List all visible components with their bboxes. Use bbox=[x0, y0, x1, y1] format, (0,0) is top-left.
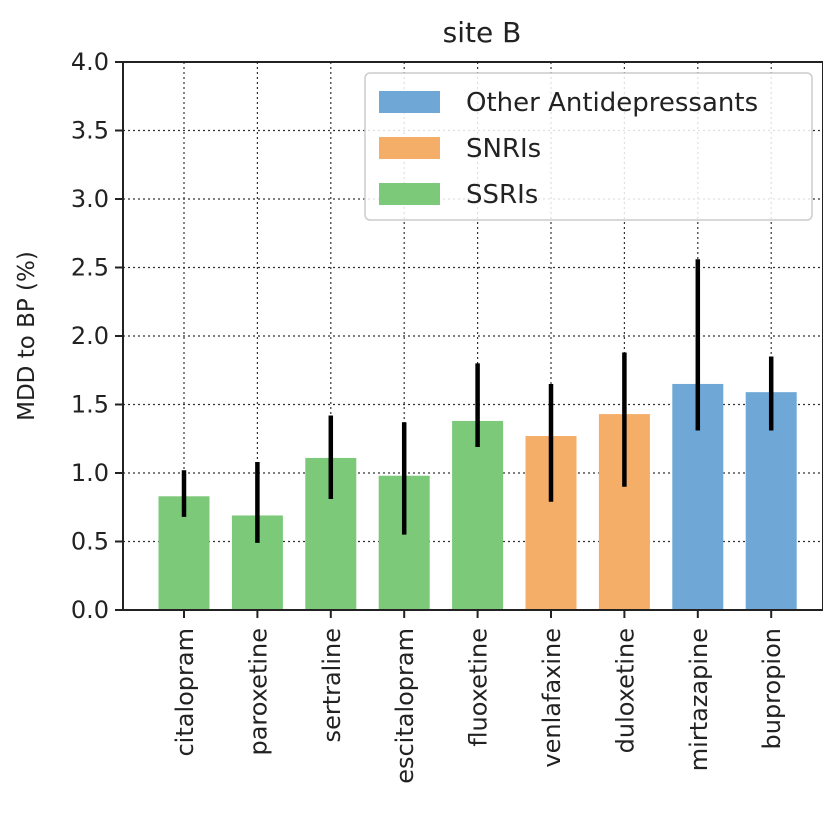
x-axis-ticks: citalopram paroxetine sertraline escitalopr… bbox=[171, 610, 786, 784]
x-tick-label-1: paroxetine bbox=[244, 628, 272, 756]
legend-swatch-1 bbox=[379, 137, 440, 159]
y-tick-label-1: 0.5 bbox=[71, 528, 109, 556]
x-tick-label-8: bupropion bbox=[758, 628, 786, 750]
x-tick-label-4: fluoxetine bbox=[465, 628, 493, 747]
y-tick-label-4: 2.0 bbox=[71, 322, 109, 350]
legend-label-0: Other Antidepressants bbox=[466, 88, 758, 118]
bars bbox=[158, 383, 797, 610]
y-tick-label-2: 1.0 bbox=[71, 459, 109, 487]
y-tick-label-3: 1.5 bbox=[71, 391, 109, 419]
x-tick-label-5: venlafaxine bbox=[538, 628, 566, 768]
x-tick-label-3: escitalopram bbox=[391, 628, 419, 784]
legend-swatch-0 bbox=[379, 91, 440, 113]
legend-swatch-2 bbox=[379, 183, 440, 205]
chart-title: site B bbox=[443, 16, 522, 49]
x-tick-label-2: sertraline bbox=[318, 628, 346, 742]
y-axis-ticks: 0.0 0.5 1.0 1.5 2.0 2.5 3.0 3.5 4.0 bbox=[71, 48, 123, 624]
legend-label-1: SNRIs bbox=[466, 134, 541, 164]
x-tick-label-7: mirtazapine bbox=[685, 628, 713, 771]
legend-box bbox=[364, 72, 813, 221]
legend: Other Antidepressants SNRIs SSRIs bbox=[364, 72, 813, 221]
x-tick-label-0: citalopram bbox=[171, 628, 199, 757]
y-tick-label-7: 3.5 bbox=[71, 117, 109, 145]
y-tick-label-6: 3.0 bbox=[71, 185, 109, 213]
error-bars bbox=[181, 259, 774, 543]
y-tick-label-0: 0.0 bbox=[71, 596, 109, 624]
legend-label-2: SSRIs bbox=[466, 180, 538, 210]
x-tick-label-6: duloxetine bbox=[611, 628, 639, 753]
y-axis-label: MDD to BP (%) bbox=[14, 251, 40, 421]
y-tick-label-5: 2.5 bbox=[71, 254, 109, 282]
y-tick-label-8: 4.0 bbox=[71, 48, 109, 76]
bar-fluoxetine bbox=[452, 420, 504, 610]
